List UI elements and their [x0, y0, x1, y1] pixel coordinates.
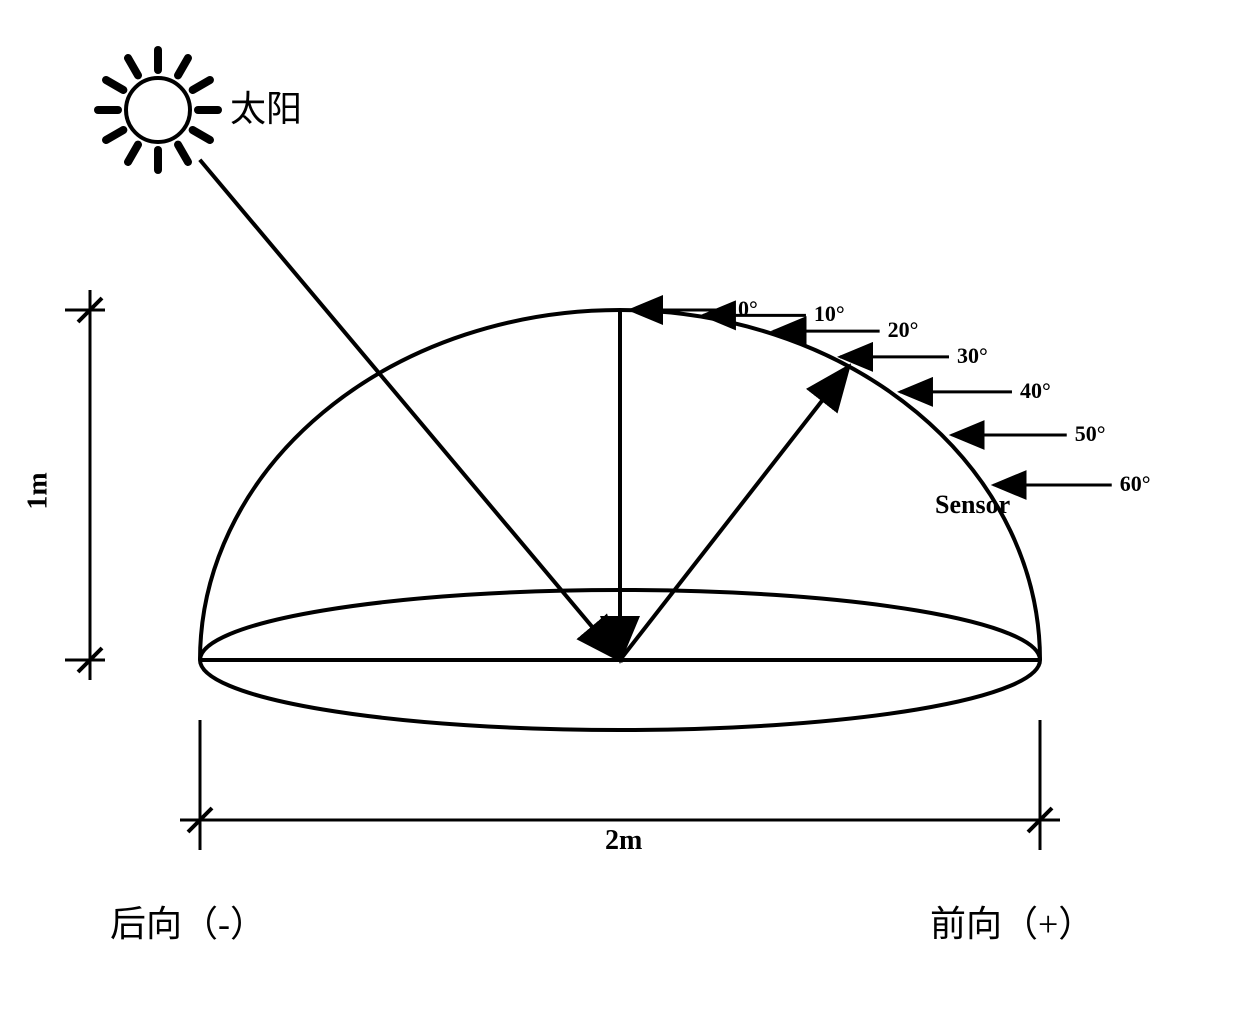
- backward-label: 后向（-）: [110, 895, 266, 947]
- sensor-label: Sensor: [935, 490, 1010, 520]
- sun-label: 太阳: [230, 80, 302, 132]
- diagram-container: [0, 0, 1240, 1014]
- angle-label-10: 10°: [814, 301, 845, 327]
- angle-label-0: 0°: [738, 296, 758, 322]
- angle-label-50: 50°: [1075, 421, 1106, 447]
- dim-height-label: 1m: [23, 472, 55, 509]
- angle-label-60: 60°: [1120, 471, 1151, 497]
- angle-label-20: 20°: [888, 317, 919, 343]
- forward-label: 前向（+）: [930, 895, 1094, 947]
- dim-width-label: 2m: [605, 825, 642, 857]
- angle-label-40: 40°: [1020, 378, 1051, 404]
- main-svg: [0, 0, 1240, 1014]
- angle-label-30: 30°: [957, 343, 988, 369]
